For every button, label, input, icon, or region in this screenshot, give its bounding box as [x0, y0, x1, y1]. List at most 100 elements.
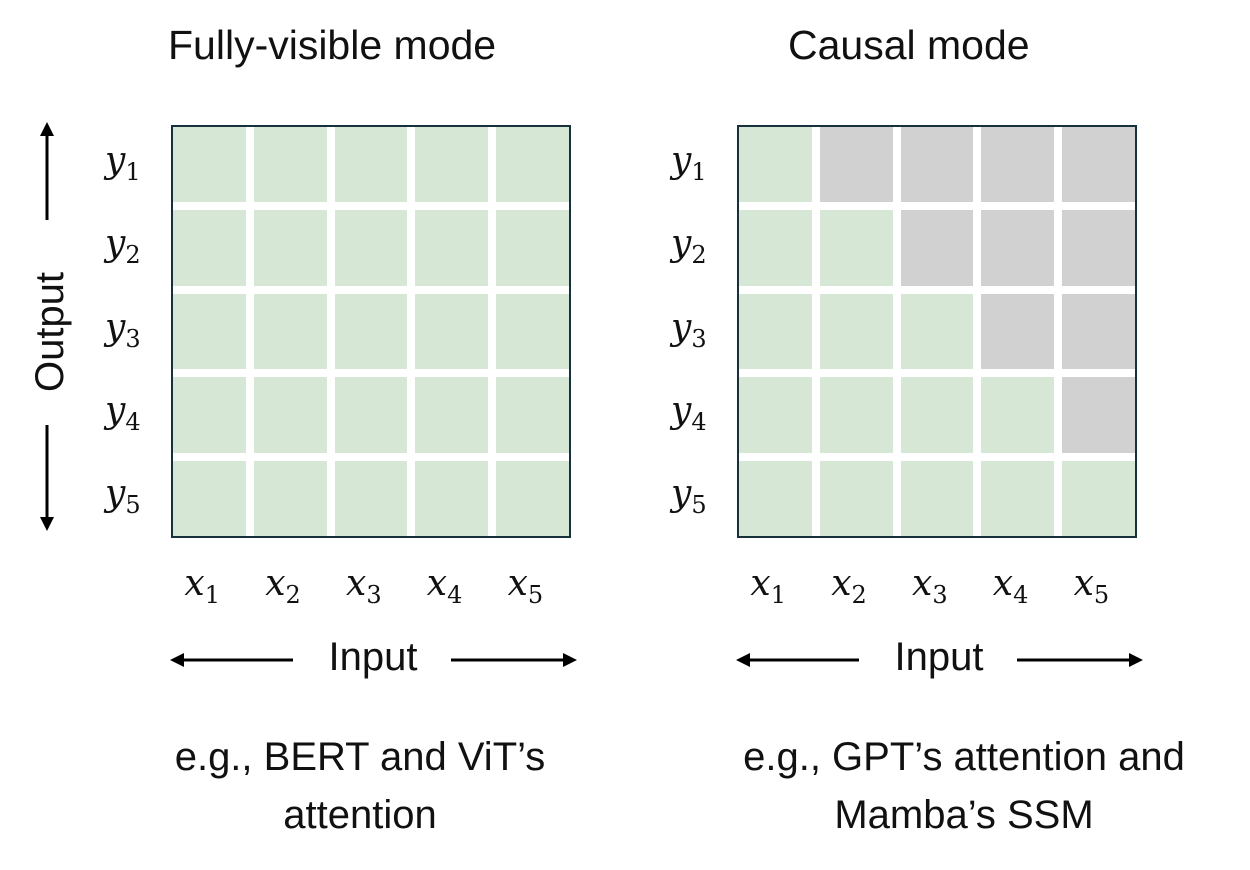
row-label: y5: [671, 473, 707, 518]
output-axis-arrow: [40, 122, 54, 531]
input-axis: Input: [734, 630, 1144, 690]
row-label: y1: [671, 139, 707, 186]
caption-line-2: Mamba’s SSM: [834, 793, 1094, 837]
visible-cell: [981, 377, 1055, 453]
visible-cell: [415, 460, 489, 536]
col-label-subscript: 1: [770, 581, 786, 609]
visible-cell: [173, 293, 246, 370]
visible-cell: [739, 377, 812, 453]
col-label: x1: [750, 566, 786, 609]
input-axis-label: Input: [328, 635, 418, 679]
row-label: y5: [105, 473, 141, 520]
visible-cell: [334, 460, 408, 536]
visible-cell: [173, 460, 246, 536]
visible-cell: [819, 210, 893, 286]
masked-cell: [981, 210, 1055, 286]
visible-cell: [253, 293, 327, 370]
col-label-base: x: [265, 563, 286, 604]
visible-cell: [819, 377, 893, 453]
masked-cell: [1062, 293, 1135, 370]
col-label-base: x: [184, 563, 205, 604]
visible-cell: [739, 460, 812, 536]
row-label-subscript: 4: [125, 407, 141, 436]
row-label-base: y: [105, 223, 126, 265]
row-label: y1: [105, 139, 141, 186]
visible-cell: [415, 377, 489, 453]
row-label-base: y: [105, 473, 126, 515]
visible-cell: [900, 293, 974, 370]
visible-cell: [496, 293, 569, 370]
col-label-subscript: 2: [285, 581, 301, 609]
panel-title: Fully-visible mode: [168, 22, 497, 68]
visible-cell: [253, 377, 327, 453]
visible-cell: [1062, 460, 1135, 536]
visible-cell: [415, 210, 489, 286]
col-label-base: x: [346, 563, 367, 604]
visible-cell: [173, 210, 246, 286]
visible-cell: [739, 293, 812, 370]
visible-cell: [819, 460, 893, 536]
col-label-base: x: [426, 563, 448, 604]
visible-cell: [981, 460, 1055, 536]
col-label-subscript: 3: [932, 581, 948, 609]
col-label-subscript: 5: [527, 581, 544, 609]
attention-mask-grid: [171, 125, 571, 538]
masked-cell: [1062, 377, 1135, 453]
col-label-base: x: [992, 563, 1014, 604]
row-label-base: y: [671, 473, 692, 515]
caption: e.g., GPT’s attention and Mamba’s SSM: [349, 728, 1250, 844]
col-label-subscript: 2: [851, 581, 867, 609]
masked-cell: [819, 127, 893, 203]
row-label-subscript: 1: [691, 157, 707, 186]
col-label-subscript: 1: [204, 581, 220, 609]
row-label-base: y: [671, 306, 692, 348]
visible-cell: [253, 210, 327, 286]
visible-cell: [173, 377, 246, 453]
visible-cell: [496, 460, 569, 536]
caption-line-1: e.g., BERT and ViT’s: [174, 735, 546, 779]
masked-cell: [900, 210, 974, 286]
visible-cell: [496, 377, 569, 453]
col-label: x2: [831, 563, 867, 609]
col-label-subscript: 5: [1093, 581, 1110, 609]
col-label-base: x: [912, 563, 933, 604]
visible-cell: [415, 127, 489, 203]
visible-cell: [739, 127, 812, 203]
caption-line-2: attention: [283, 793, 437, 837]
row-label-base: y: [671, 139, 692, 181]
attention-mask-grid: [737, 125, 1137, 538]
masked-cell: [900, 127, 974, 203]
col-label-subscript: 3: [366, 581, 382, 609]
row-label-subscript: 4: [691, 407, 707, 436]
input-axis-arrow: [736, 653, 1143, 667]
row-label: y3: [671, 306, 707, 351]
visible-cell: [496, 127, 569, 203]
col-label: x3: [346, 563, 382, 609]
col-label-base: x: [831, 563, 852, 604]
row-label-base: y: [671, 389, 692, 431]
masked-cell: [1062, 127, 1135, 203]
masked-cell: [1062, 210, 1135, 286]
row-label-base: y: [671, 223, 692, 265]
visible-cell: [334, 127, 408, 203]
visible-cell: [253, 460, 327, 536]
col-label: x4: [426, 563, 463, 608]
visible-cell: [415, 293, 489, 370]
masked-cell: [981, 127, 1055, 203]
col-label-subscript: 4: [1013, 581, 1029, 609]
row-label-subscript: 2: [691, 241, 707, 270]
input-axis: Input: [168, 630, 578, 690]
row-label-base: y: [105, 139, 126, 181]
caption-line-1: e.g., GPT’s attention and: [743, 735, 1185, 779]
visible-cell: [173, 127, 246, 203]
row-label-base: y: [105, 306, 126, 348]
col-label: x1: [184, 563, 220, 609]
visible-cell: [334, 210, 408, 286]
input-axis-arrow: [170, 653, 577, 667]
visible-cell: [900, 460, 974, 536]
masked-cell: [981, 293, 1055, 370]
row-label-subscript: 5: [125, 491, 141, 520]
col-label-base: x: [507, 563, 528, 604]
row-label-base: y: [105, 389, 126, 431]
row-label-subscript: 1: [125, 157, 141, 186]
